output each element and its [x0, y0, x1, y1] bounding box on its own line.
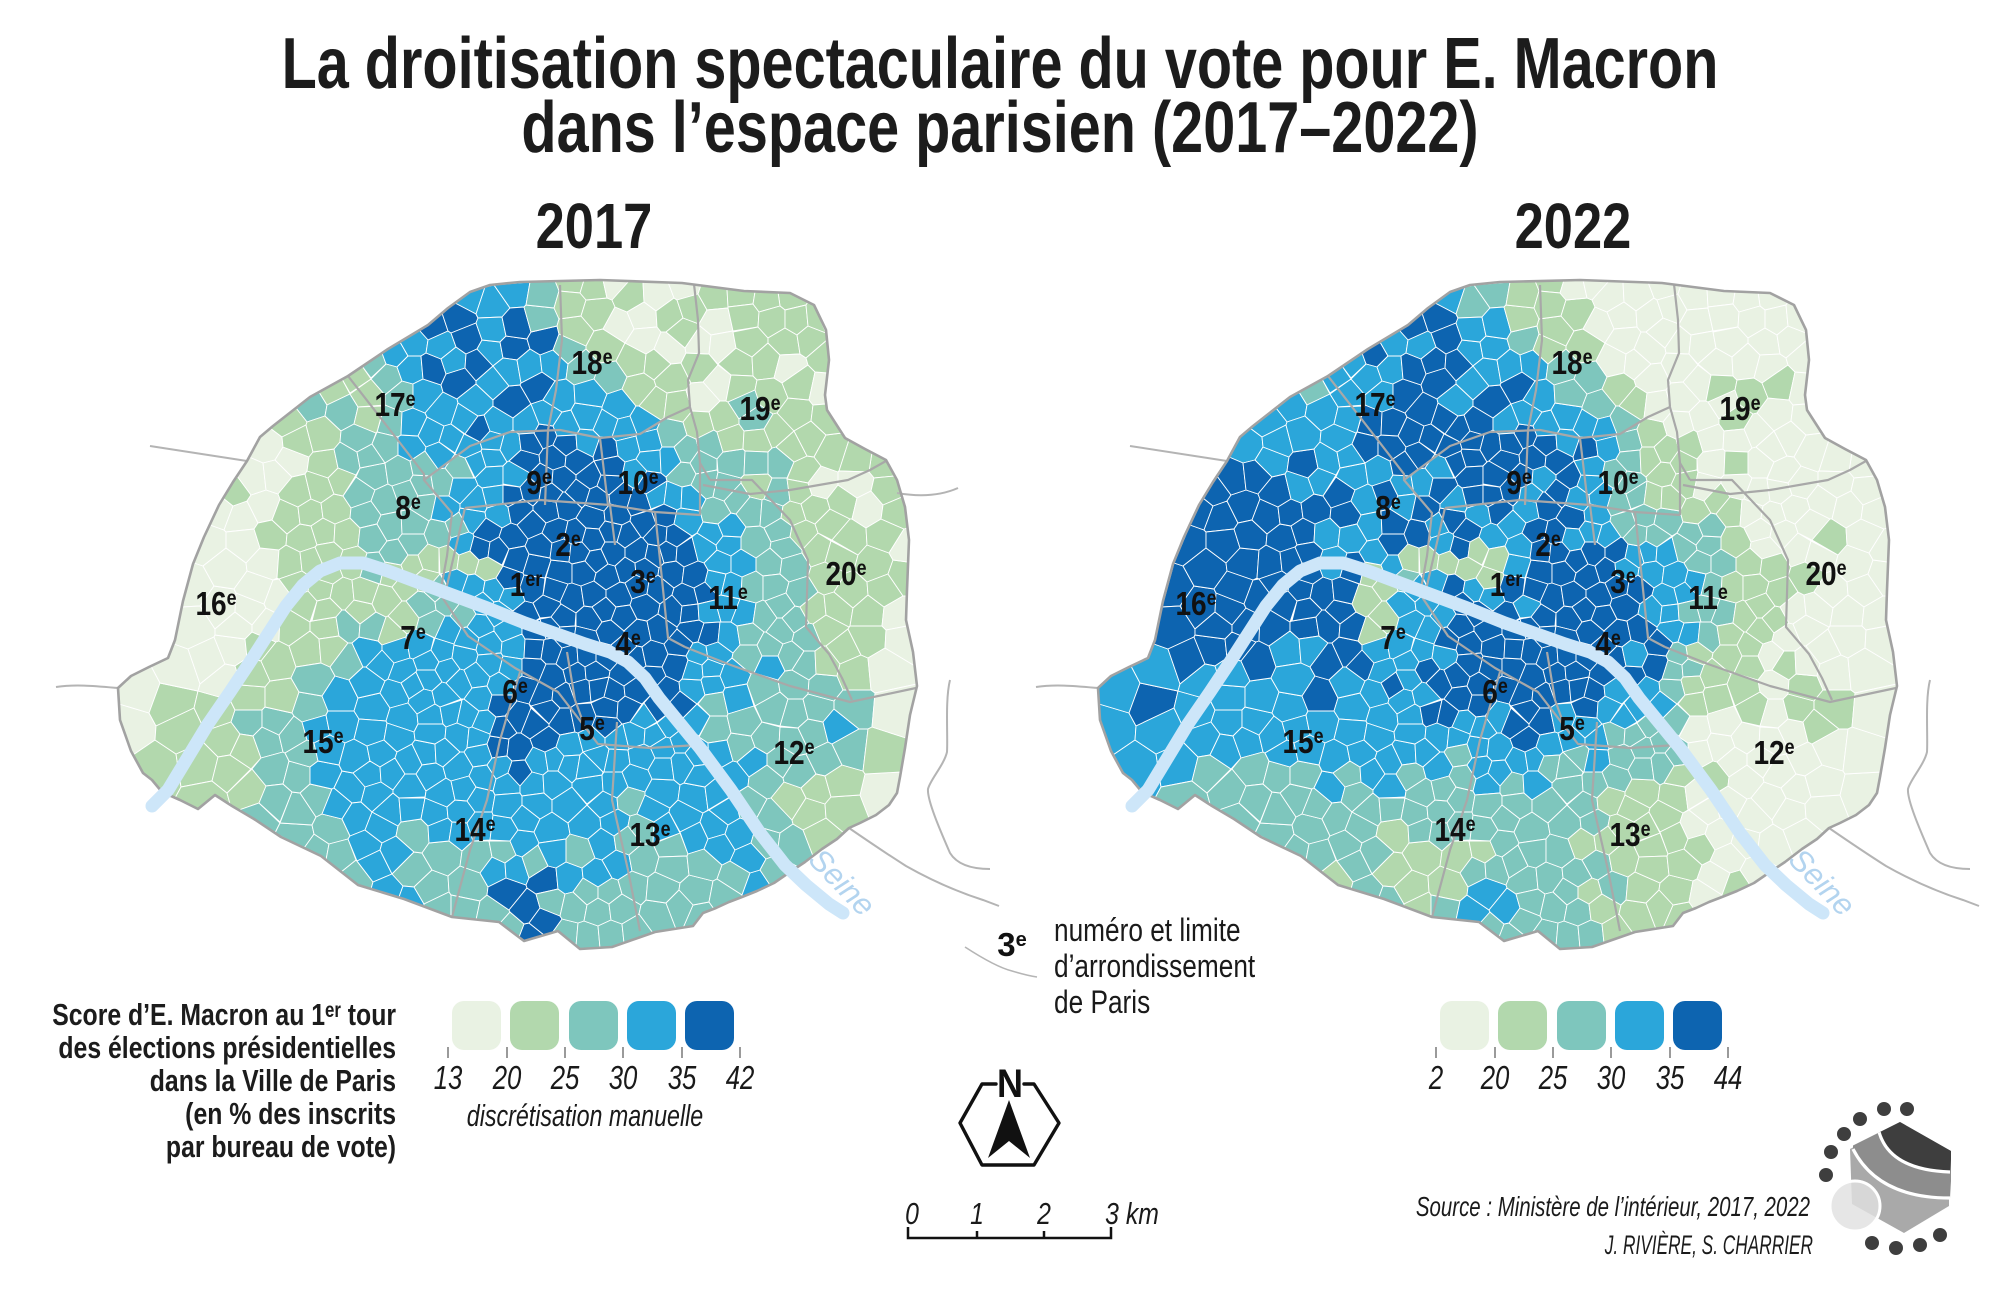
svg-text:0: 0	[905, 1196, 919, 1230]
svg-text:13: 13	[434, 1060, 463, 1097]
svg-text:des élections présidentielles: des élections présidentielles	[58, 1030, 396, 1064]
svg-text:(en % des inscrits: (en % des inscrits	[185, 1096, 396, 1130]
svg-text:2022: 2022	[1515, 191, 1632, 262]
svg-text:2: 2	[1428, 1060, 1444, 1097]
svg-text:25: 25	[550, 1060, 580, 1097]
svg-text:20: 20	[1480, 1060, 1510, 1097]
svg-text:35: 35	[1656, 1060, 1685, 1097]
svg-text:d’arrondissement: d’arrondissement	[1054, 950, 1255, 985]
svg-text:2017: 2017	[536, 191, 653, 262]
svg-text:discrétisation manuelle: discrétisation manuelle	[467, 1098, 703, 1133]
svg-text:Source : Ministère de l’intéri: Source : Ministère de l’intérieur, 2017,…	[1416, 1192, 1810, 1223]
svg-text:La droitisation spectaculaire: La droitisation spectaculaire du vote po…	[282, 23, 1719, 104]
svg-text:44: 44	[1714, 1060, 1743, 1097]
svg-text:4e: 4e	[615, 626, 641, 663]
svg-text:numéro et limite: numéro et limite	[1054, 914, 1241, 949]
svg-text:Score d’E. Macron au 1er tour: Score d’E. Macron au 1er tour	[52, 997, 396, 1031]
svg-text:42: 42	[726, 1060, 755, 1097]
svg-text:dans la Ville de Paris: dans la Ville de Paris	[150, 1063, 396, 1097]
svg-text:30: 30	[609, 1060, 638, 1097]
svg-text:dans l’espace parisien (2017–2: dans l’espace parisien (2017–2022)	[521, 87, 1478, 168]
svg-text:13e: 13e	[1609, 817, 1650, 854]
svg-text:35: 35	[668, 1060, 697, 1097]
svg-text:25: 25	[1538, 1060, 1568, 1097]
svg-text:20: 20	[492, 1060, 522, 1097]
svg-text:3 km: 3 km	[1105, 1196, 1159, 1230]
svg-text:2: 2	[1036, 1196, 1051, 1230]
svg-text:30: 30	[1597, 1060, 1626, 1097]
svg-text:2e: 2e	[555, 527, 581, 564]
svg-text:J. RIVIÈRE, S. CHARRIER: J. RIVIÈRE, S. CHARRIER	[1604, 1229, 1813, 1260]
svg-text:de Paris: de Paris	[1054, 986, 1150, 1021]
svg-text:16e: 16e	[1175, 586, 1216, 623]
svg-text:N: N	[997, 1062, 1023, 1106]
svg-text:par bureau de vote): par bureau de vote)	[166, 1129, 396, 1163]
svg-text:1: 1	[970, 1196, 984, 1230]
